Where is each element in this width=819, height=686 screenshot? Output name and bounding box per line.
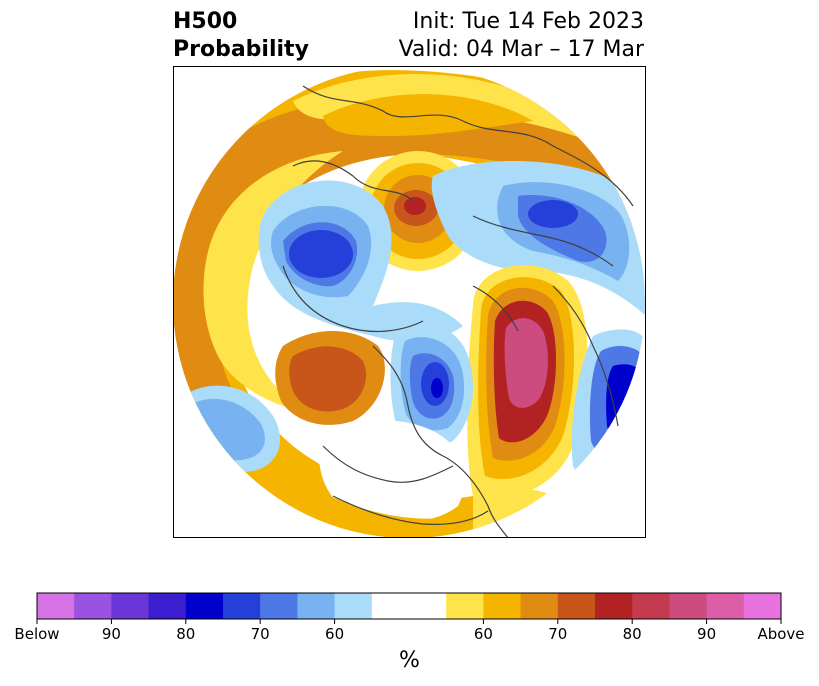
colorbar-cell (557, 593, 596, 619)
init-date: Init: Tue 14 Feb 2023 (412, 9, 644, 34)
colorbar-cell (334, 593, 373, 619)
colorbar-cell (632, 593, 670, 619)
colorbar-cell (260, 593, 298, 619)
atlantic-above-90 (504, 318, 548, 408)
colorbar-tick-label: 80 (176, 625, 195, 643)
colorbar-unit-label: % (399, 648, 420, 673)
colorbar-cell (37, 593, 75, 619)
title-line-1: H500 (173, 9, 238, 34)
colorbar-cell (371, 593, 410, 619)
europe-below-75 (528, 200, 578, 228)
alaska-above-75 (289, 346, 367, 412)
colorbar-cell (74, 593, 112, 619)
probability-shading (173, 66, 645, 538)
colorbar-cell (520, 593, 559, 619)
colorbar-cell (297, 593, 336, 619)
colorbar-tick-label: 60 (474, 625, 493, 643)
colorbar-tick-label: 70 (251, 625, 270, 643)
colorbar-tick-label: 70 (548, 625, 567, 643)
valid-range: Valid: 04 Mar – 17 Mar (398, 37, 644, 62)
colorbar-tick-label: Below (14, 625, 59, 643)
title-line-2: Probability (173, 37, 309, 62)
colorbar-cell (595, 593, 633, 619)
siberia-above-80 (404, 197, 426, 215)
colorbar: Below 90 80 70 60 60 70 80 90 Above (14, 592, 805, 643)
colorbar-cell (148, 593, 187, 619)
colorbar-cell (743, 593, 782, 619)
colorbar-tick-label: 90 (697, 625, 716, 643)
above-60-band (203, 151, 343, 411)
pacific-below-75 (289, 230, 353, 278)
colorbar-ticks: Below 90 80 70 60 60 70 80 90 Above (14, 619, 805, 643)
colorbar-frame (36, 592, 782, 620)
colorbar-cell (185, 593, 224, 619)
map-frame (173, 66, 646, 538)
colorbar-cell (446, 593, 484, 619)
colorbar-tick-label: Above (757, 625, 804, 643)
colorbar-cells (37, 593, 782, 619)
colorbar-cell (669, 593, 708, 619)
colorbar-tick-label: 90 (102, 625, 121, 643)
probability-map (173, 66, 646, 538)
colorbar-cell (409, 593, 447, 619)
colorbar-tick-label: 80 (623, 625, 642, 643)
colorbar-cell (111, 593, 150, 619)
colorbar-cell (483, 593, 522, 619)
map-title: H500 Probability (173, 8, 309, 64)
forecast-dates: Init: Tue 14 Feb 2023 Valid: 04 Mar – 17… (399, 8, 644, 64)
coastlines (282, 85, 634, 538)
canada-below-80 (431, 378, 443, 398)
colorbar-tick-label: 60 (325, 625, 344, 643)
colorbar-cell (223, 593, 261, 619)
colorbar-cell (706, 593, 745, 619)
